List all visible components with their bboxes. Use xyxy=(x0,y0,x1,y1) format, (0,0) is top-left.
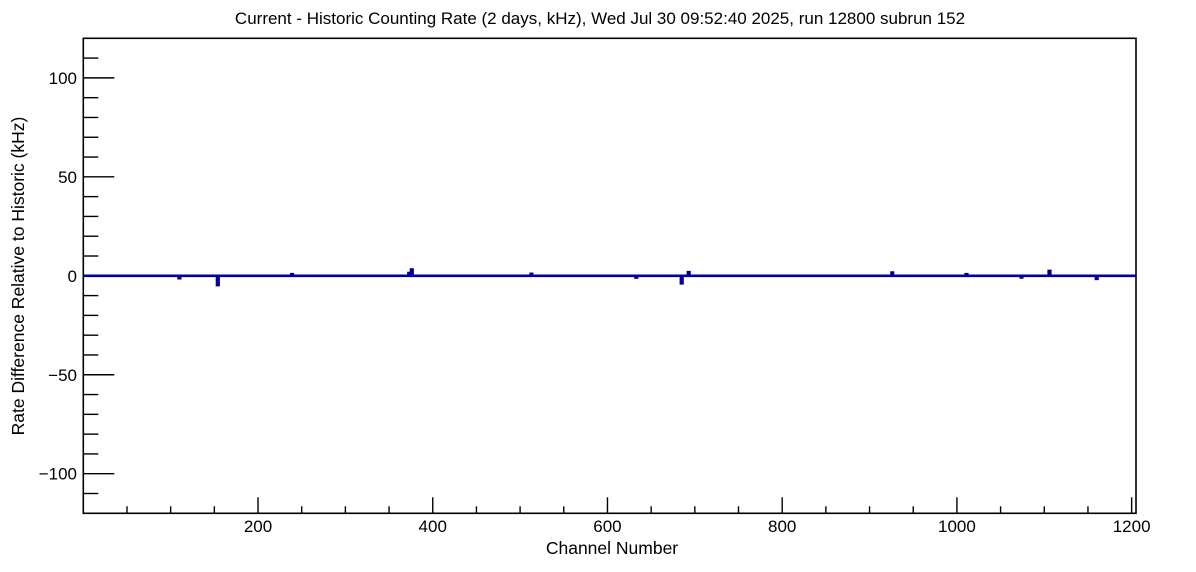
chart-title: Current - Historic Counting Rate (2 days… xyxy=(235,9,965,28)
x-tick-label: 200 xyxy=(244,517,272,536)
y-axis-title: Rate Difference Relative to Historic (kH… xyxy=(8,117,28,436)
y-tick-label: −50 xyxy=(48,366,77,385)
x-tick-label: 400 xyxy=(419,517,447,536)
y-tick-label: 100 xyxy=(49,69,77,88)
x-tick-label: 600 xyxy=(593,517,621,536)
x-tick-labels: 200 400 600 800 1000 1200 xyxy=(244,517,1151,536)
x-tick-label: 1200 xyxy=(1113,517,1151,536)
y-tick-labels: −100 −50 0 50 100 xyxy=(39,69,77,484)
y-tick-label: −100 xyxy=(39,465,77,484)
y-tick-label: 50 xyxy=(58,168,77,187)
x-axis-ticks xyxy=(126,497,1133,514)
y-tick-label: 0 xyxy=(68,267,77,286)
x-tick-label: 800 xyxy=(768,517,796,536)
x-tick-label: 1000 xyxy=(938,517,976,536)
data-series-line xyxy=(83,268,1136,287)
x-axis-title: Channel Number xyxy=(546,538,678,558)
